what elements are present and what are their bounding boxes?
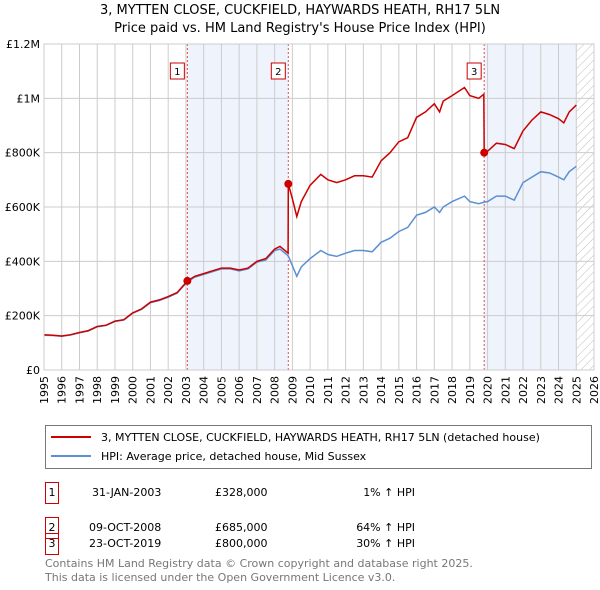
sale-marker-label: 1 — [174, 67, 180, 78]
date: 31-JAN-2003 — [92, 486, 162, 499]
x-tick-label: 2007 — [251, 376, 264, 404]
x-tick-label: 2017 — [428, 376, 441, 404]
legend-item-property: 3, MYTTEN CLOSE, CUCKFIELD, HAYWARDS HEA… — [51, 429, 540, 445]
footer-licence: This data is licensed under the Open Gov… — [45, 571, 396, 584]
date: 09-OCT-2008 — [89, 521, 162, 534]
sale-marker-label: 3 — [471, 67, 477, 78]
x-tick-label: 2019 — [464, 376, 477, 404]
x-tick-label: 2000 — [127, 376, 140, 404]
x-tick-label: 2010 — [304, 376, 317, 404]
y-tick-label: £1M — [17, 92, 41, 105]
y-tick-label: £800K — [5, 147, 41, 160]
marker-number: 3 — [45, 533, 59, 555]
x-tick-label: 2005 — [215, 376, 228, 404]
x-tick-label: 1999 — [109, 376, 122, 404]
date: 23-OCT-2019 — [89, 537, 162, 550]
hpi-change: 64% ↑ HPI — [356, 521, 415, 534]
y-tick-label: £200K — [5, 310, 41, 323]
price: £685,000 — [215, 521, 268, 534]
transaction-row: 3 23-OCT-2019 £800,000 30% ↑ HPI — [45, 533, 445, 555]
x-tick-label: 2003 — [180, 376, 193, 404]
x-tick-label: 2001 — [144, 376, 157, 404]
x-tick-label: 2009 — [286, 376, 299, 404]
footer: Contains HM Land Registry data © Crown c… — [45, 557, 473, 585]
transaction-row: 2 09-OCT-2008 £685,000 64% ↑ HPI — [45, 517, 445, 539]
transaction-row: 1 31-JAN-2003 £328,000 1% ↑ HPI — [45, 482, 445, 504]
x-tick-label: 2018 — [446, 376, 459, 404]
x-tick-label: 2020 — [482, 376, 495, 404]
legend-swatch-blue — [51, 455, 91, 457]
x-tick-label: 1998 — [91, 376, 104, 404]
legend-item-hpi: HPI: Average price, detached house, Mid … — [51, 448, 366, 464]
y-tick-label: £1.2M — [6, 38, 40, 51]
sale-marker-box — [270, 62, 286, 80]
x-tick-label: 2026 — [588, 376, 600, 404]
hpi-change: 30% ↑ HPI — [356, 537, 415, 550]
x-tick-label: 2021 — [499, 376, 512, 404]
x-tick-label: 1995 — [38, 376, 51, 404]
sale-point — [183, 276, 192, 285]
x-tick-label: 2012 — [340, 376, 353, 404]
chart-subtitle: Price paid vs. HM Land Registry's House … — [114, 21, 486, 36]
sale-marker-box — [169, 62, 185, 80]
x-tick-label: 2025 — [570, 376, 583, 404]
x-tick-label: 2016 — [411, 376, 424, 404]
y-tick-label: £400K — [5, 255, 41, 268]
legend-label: 3, MYTTEN CLOSE, CUCKFIELD, HAYWARDS HEA… — [101, 430, 540, 444]
x-tick-label: 2023 — [535, 376, 548, 404]
price-chart: 1995 1996 1997 1998 1999 2000 2001 2002 2003 2004… — [5, 38, 600, 404]
plot-frame — [43, 43, 595, 371]
price: £800,000 — [215, 537, 268, 550]
chart-title: 3, MYTTEN CLOSE, CUCKFIELD, HAYWARDS HEA… — [99, 3, 501, 18]
x-tick-label: 2024 — [553, 376, 566, 404]
x-tick-label: 2013 — [357, 376, 370, 404]
x-tick-label: 2022 — [517, 376, 530, 404]
x-tick-label: 1996 — [56, 376, 69, 404]
y-tick-label: £0 — [26, 364, 40, 377]
x-tick-label: 2006 — [233, 376, 246, 404]
price: £328,000 — [215, 486, 268, 499]
footer-copyright: Contains HM Land Registry data © Crown c… — [45, 557, 473, 570]
legend: 3, MYTTEN CLOSE, CUCKFIELD, HAYWARDS HEA… — [45, 425, 592, 469]
sale-marker-label: 2 — [275, 67, 281, 78]
marker-number: 2 — [45, 517, 59, 539]
x-tick-label: 2011 — [322, 376, 335, 404]
x-tick-label: 1997 — [73, 376, 86, 404]
marker-number: 1 — [45, 482, 59, 504]
y-tick-label: £600K — [5, 201, 41, 214]
sale-marker-box — [466, 62, 482, 80]
sale-point — [480, 148, 489, 157]
legend-label: HPI: Average price, detached house, Mid … — [101, 449, 367, 463]
x-tick-label: 2008 — [269, 376, 282, 404]
hpi-change: 1% ↑ HPI — [363, 486, 415, 499]
x-tick-label: 2014 — [375, 376, 388, 404]
x-tick-label: 2002 — [162, 376, 175, 404]
sale-point — [284, 179, 293, 188]
x-tick-label: 2004 — [198, 376, 211, 404]
legend-swatch-red — [51, 436, 91, 438]
x-tick-label: 2015 — [393, 376, 406, 404]
